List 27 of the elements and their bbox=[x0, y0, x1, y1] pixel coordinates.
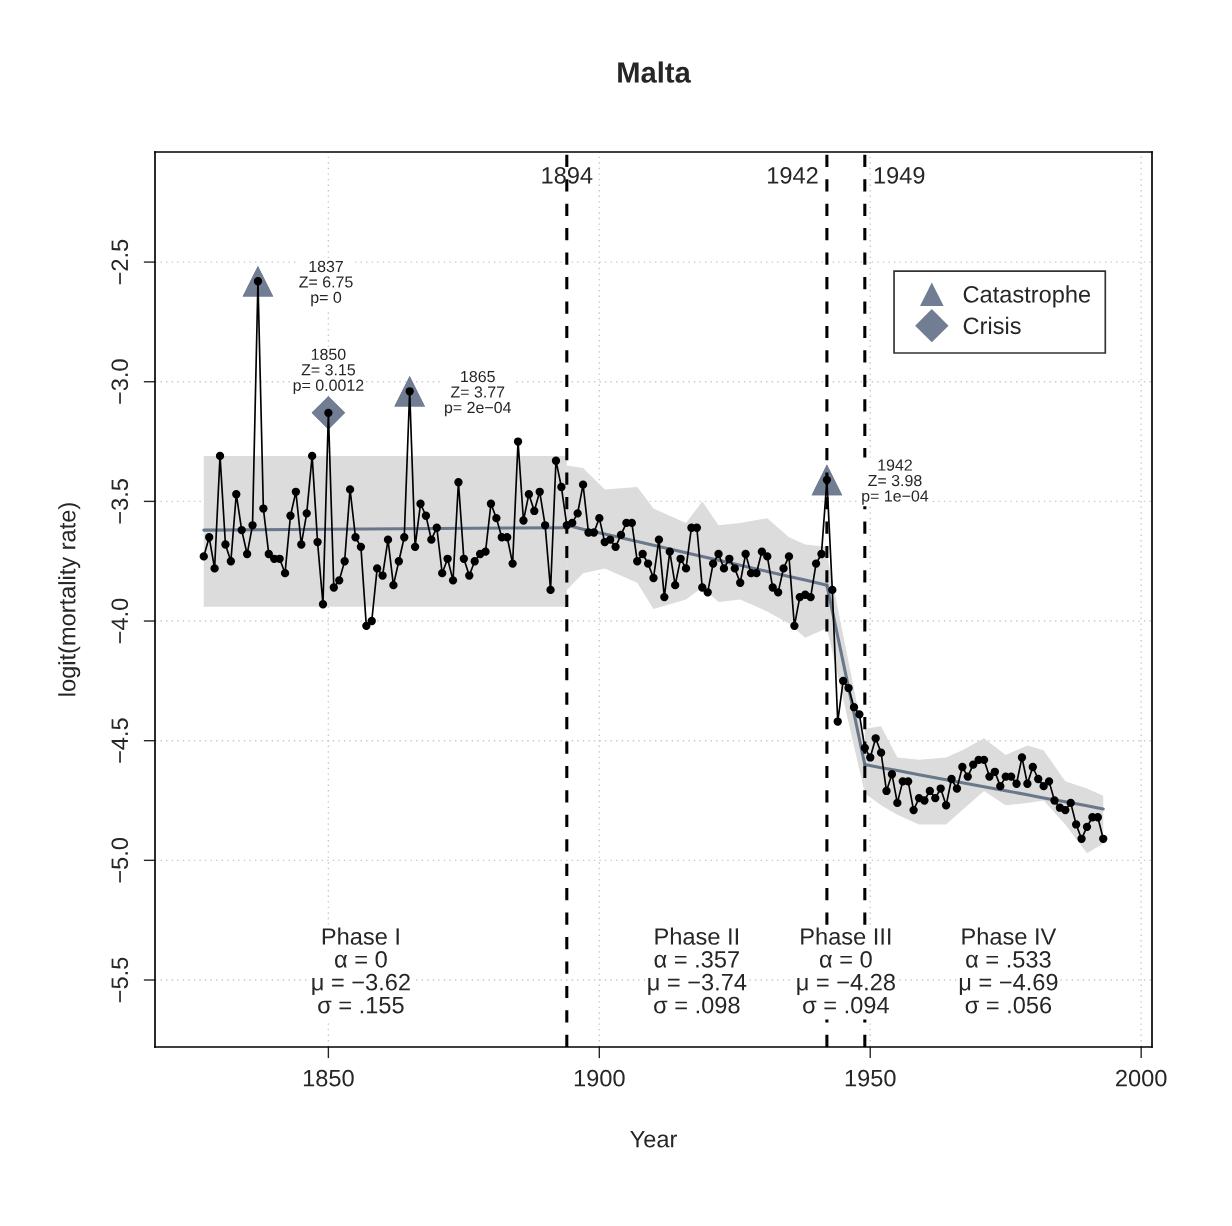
chart-title: Malta bbox=[618, 61, 691, 83]
y-tick-label: −2.5 bbox=[111, 239, 129, 285]
annotation: 1942 Z= 3.98 p= 1e−04 bbox=[862, 459, 929, 505]
y-tick-label: −3.5 bbox=[111, 479, 129, 524]
ref-line-label: 1949 bbox=[874, 166, 925, 184]
y-tick-label: −5.5 bbox=[111, 957, 129, 1003]
annotation: Phase I α = 0 μ = −3.62 σ = .155 bbox=[312, 927, 410, 1014]
x-tick-label: 1900 bbox=[574, 1069, 625, 1087]
ref-line-label: 1942 bbox=[768, 166, 818, 184]
annotation: Phase III α = 0 μ = −4.28 σ = .094 bbox=[797, 927, 895, 1014]
x-tick-label: 1850 bbox=[303, 1069, 354, 1087]
ref-line-label: 1894 bbox=[542, 166, 593, 184]
y-tick-label: −5.0 bbox=[111, 837, 129, 883]
y-tick-label: −4.5 bbox=[111, 718, 129, 763]
annotation: Phase IV α = .533 μ = −4.69 σ = .056 bbox=[959, 927, 1058, 1014]
annotation: 1837 Z= 6.75 p= 0 bbox=[299, 260, 353, 307]
x-tick-label: 2000 bbox=[1116, 1069, 1167, 1087]
x-axis-title: Year bbox=[630, 1130, 677, 1148]
legend-label: Catastrophe bbox=[963, 285, 1091, 308]
y-tick-label: −3.0 bbox=[111, 359, 129, 404]
annotation: 1850 Z= 3.15 p= 0.0012 bbox=[293, 348, 364, 395]
legend-label: Crisis bbox=[963, 316, 1021, 335]
y-axis-title: logit(mortality rate) bbox=[58, 503, 81, 696]
x-tick-label: 1950 bbox=[845, 1069, 896, 1087]
annotation: 1865 Z= 3.77 p= 2e−04 bbox=[445, 370, 512, 417]
annotation: Phase II α = .357 μ = −3.74 σ = .098 bbox=[648, 927, 747, 1014]
y-tick-label: −4.0 bbox=[111, 598, 129, 644]
